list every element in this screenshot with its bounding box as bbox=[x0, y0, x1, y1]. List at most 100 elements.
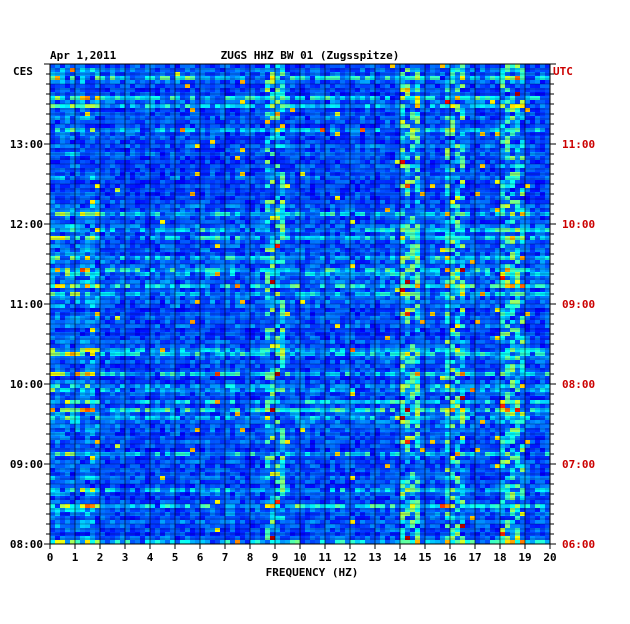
heat-cell bbox=[415, 244, 421, 249]
heat-cell bbox=[195, 184, 201, 189]
heat-cell bbox=[65, 120, 71, 125]
heat-cell bbox=[90, 208, 96, 213]
heat-cell bbox=[225, 180, 231, 185]
heat-cell bbox=[250, 200, 256, 205]
heat-cell bbox=[515, 196, 521, 201]
heat-cell bbox=[75, 64, 81, 69]
heat-cell bbox=[215, 176, 221, 181]
heat-cell bbox=[250, 120, 256, 125]
heat-cell bbox=[110, 236, 116, 241]
heat-cell bbox=[60, 108, 66, 113]
heat-cell bbox=[190, 168, 196, 173]
heat-cell bbox=[310, 220, 316, 225]
heat-cell bbox=[275, 80, 281, 85]
heat-cell bbox=[50, 236, 56, 241]
heat-cell bbox=[280, 216, 286, 221]
heat-cell bbox=[475, 116, 481, 121]
heat-cell bbox=[390, 204, 396, 209]
heat-cell bbox=[105, 180, 111, 185]
heat-cell bbox=[305, 204, 311, 209]
heat-cell bbox=[135, 64, 141, 69]
heat-cell bbox=[460, 180, 466, 185]
heat-cell bbox=[370, 124, 376, 129]
heat-cell bbox=[520, 168, 526, 173]
heat-cell bbox=[315, 200, 321, 205]
heat-cell bbox=[165, 168, 171, 173]
heat-cell bbox=[125, 100, 131, 105]
heat-cell bbox=[125, 208, 131, 213]
heat-cell bbox=[355, 180, 361, 185]
heat-cell bbox=[455, 256, 461, 261]
heat-cell bbox=[130, 116, 136, 121]
heat-cell bbox=[495, 80, 501, 85]
heat-cell bbox=[495, 244, 501, 249]
heat-cell bbox=[385, 84, 391, 89]
heat-cell bbox=[545, 256, 551, 261]
heat-cell bbox=[280, 260, 286, 265]
heat-cell bbox=[205, 260, 211, 265]
heat-cell bbox=[165, 140, 171, 145]
heat-cell bbox=[85, 136, 91, 141]
heat-cell bbox=[205, 128, 211, 133]
heat-cell bbox=[130, 76, 136, 81]
heat-cell bbox=[180, 160, 186, 165]
heat-cell bbox=[250, 88, 256, 93]
heat-cell bbox=[70, 96, 76, 101]
heat-cell bbox=[490, 164, 496, 169]
heat-cell bbox=[325, 160, 331, 165]
heat-cell bbox=[530, 220, 536, 225]
heat-cell bbox=[405, 260, 411, 265]
heat-cell bbox=[100, 244, 106, 249]
heat-cell bbox=[370, 136, 376, 141]
heat-cell bbox=[460, 260, 466, 265]
heat-cell bbox=[195, 84, 201, 89]
heat-cell bbox=[450, 128, 456, 133]
heat-cell bbox=[125, 240, 131, 245]
heat-cell bbox=[65, 128, 71, 133]
heat-cell bbox=[150, 248, 156, 253]
heat-cell bbox=[255, 80, 261, 85]
heat-cell bbox=[460, 104, 466, 109]
heat-cell bbox=[455, 104, 461, 109]
heat-cell bbox=[420, 204, 426, 209]
heat-cell bbox=[80, 164, 86, 169]
heat-cell bbox=[175, 224, 181, 229]
heat-cell bbox=[455, 136, 461, 141]
heat-cell bbox=[470, 136, 476, 141]
heat-cell bbox=[240, 260, 246, 265]
heat-cell bbox=[80, 256, 86, 261]
heat-cell bbox=[500, 144, 506, 149]
heat-cell bbox=[420, 228, 426, 233]
heat-cell bbox=[255, 228, 261, 233]
heat-cell bbox=[450, 164, 456, 169]
heat-cell bbox=[305, 116, 311, 121]
heat-cell bbox=[165, 80, 171, 85]
heat-cell bbox=[135, 140, 141, 145]
heat-cell bbox=[355, 144, 361, 149]
heat-cell bbox=[510, 228, 516, 233]
heat-cell bbox=[535, 244, 541, 249]
heat-cell bbox=[440, 116, 446, 121]
heat-cell bbox=[245, 156, 251, 161]
heat-cell bbox=[340, 220, 346, 225]
heat-cell bbox=[535, 136, 541, 141]
heat-cell bbox=[495, 176, 501, 181]
heat-cell bbox=[95, 164, 101, 169]
heat-cell bbox=[225, 148, 231, 153]
heat-cell bbox=[340, 256, 346, 261]
heat-cell bbox=[270, 64, 276, 69]
heat-cell bbox=[65, 68, 71, 73]
heat-cell bbox=[90, 224, 96, 229]
heat-cell bbox=[355, 220, 361, 225]
heat-cell bbox=[380, 160, 386, 165]
heat-cell bbox=[195, 128, 201, 133]
heat-cell bbox=[355, 204, 361, 209]
heat-cell bbox=[290, 88, 296, 93]
heat-cell bbox=[380, 208, 386, 213]
heat-cell bbox=[505, 236, 511, 241]
heat-cell bbox=[420, 156, 426, 161]
heat-cell bbox=[55, 104, 61, 109]
heat-cell bbox=[145, 168, 151, 173]
heat-cell bbox=[535, 124, 541, 129]
heat-cell bbox=[425, 188, 431, 193]
